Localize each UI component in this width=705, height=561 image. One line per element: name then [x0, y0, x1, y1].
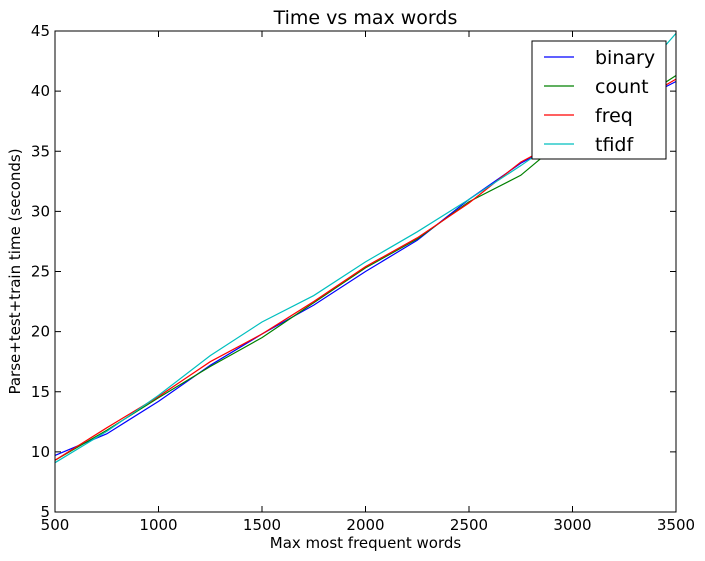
y-tick-label: 5 [40, 503, 50, 521]
legend: binary count freq tfidf [531, 40, 667, 160]
chart-title: Time vs max words [273, 7, 458, 29]
tick-layer: 500 1000 1500 2000 2500 3000 3500 5 10 15 20 25 30 35… [31, 22, 695, 534]
y-tick-label: 45 [31, 22, 50, 40]
x-tick-label: 500 [41, 516, 70, 534]
y-tick-label: 30 [31, 202, 50, 220]
x-tick-label: 1000 [139, 516, 177, 534]
y-tick-label: 40 [31, 82, 50, 100]
y-tick-label: 10 [31, 443, 50, 461]
x-axis-label: Max most frequent words [270, 534, 462, 552]
y-tick-label: 35 [31, 142, 50, 160]
legend-label-binary: binary [595, 47, 655, 69]
legend-box [531, 40, 667, 160]
x-tick-label: 3500 [657, 516, 695, 534]
legend-label-count: count [595, 76, 649, 98]
y-tick-label: 15 [31, 383, 50, 401]
y-axis-label: Parse+test+train time (seconds) [6, 148, 24, 394]
x-tick-label: 3000 [553, 516, 591, 534]
x-tick-label: 2500 [450, 516, 488, 534]
x-tick-label: 1500 [243, 516, 281, 534]
legend-label-freq: freq [595, 105, 633, 127]
y-tick-label: 25 [31, 263, 50, 281]
x-tick-label: 2000 [346, 516, 384, 534]
legend-label-tfidf: tfidf [595, 134, 634, 156]
y-tick-label: 20 [31, 323, 50, 341]
